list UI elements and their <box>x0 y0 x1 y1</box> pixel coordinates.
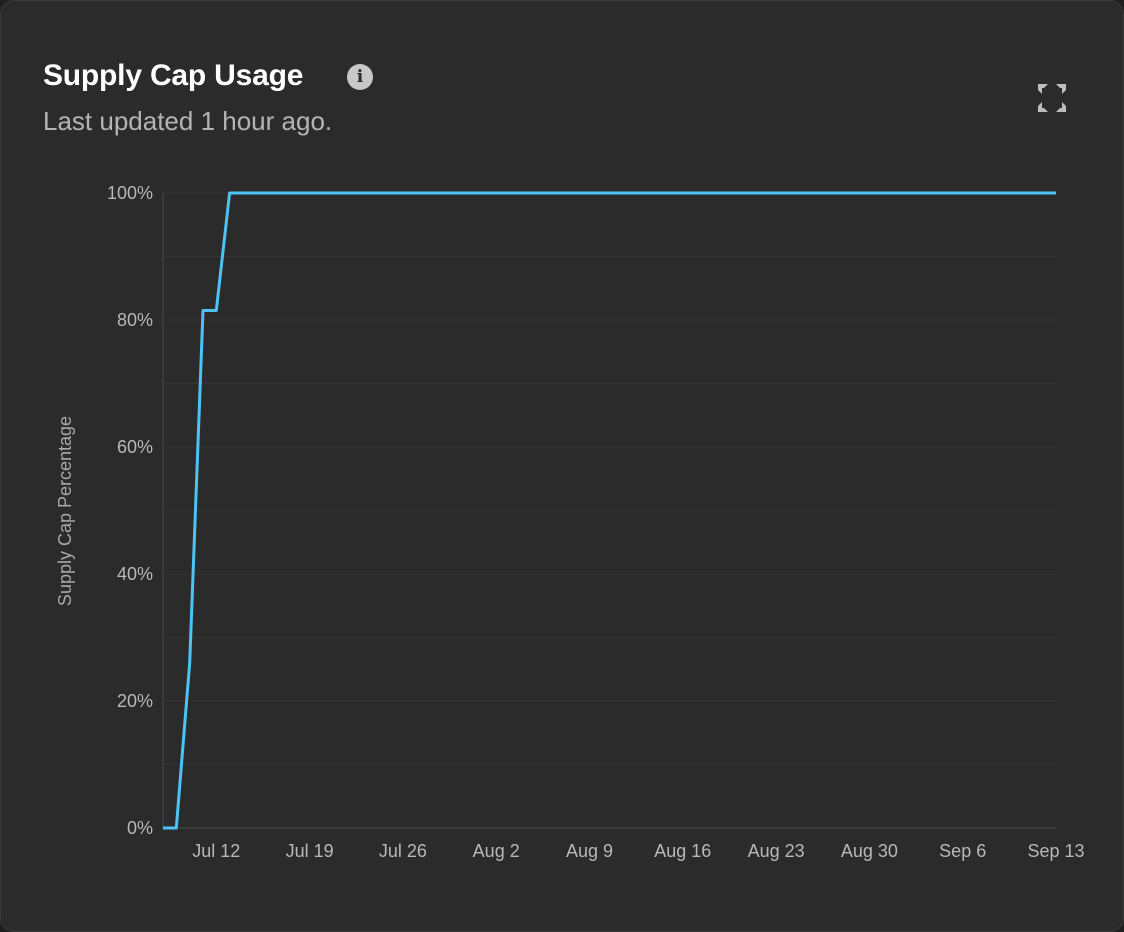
supply-cap-series-line <box>163 191 1056 830</box>
x-tick-label: Aug 23 <box>748 841 805 861</box>
x-tick-label: Aug 9 <box>566 841 613 861</box>
x-tick-label: Sep 6 <box>939 841 986 861</box>
y-tick-label: 0% <box>127 818 153 838</box>
x-tick-label: Jul 12 <box>192 841 240 861</box>
y-tick-label: 20% <box>117 691 153 711</box>
x-tick-label: Jul 26 <box>379 841 427 861</box>
y-axis-title: Supply Cap Percentage <box>55 416 75 606</box>
series-layer <box>163 191 1056 830</box>
last-updated-text: Last updated 1 hour ago. <box>43 106 333 136</box>
x-tick-label: Sep 13 <box>1027 841 1084 861</box>
x-tick-label: Aug 2 <box>473 841 520 861</box>
x-tick-label: Aug 30 <box>841 841 898 861</box>
x-axis-ticks: Jul 12 Jul 19 Jul 26 Aug 2 Aug 9 Aug 16 Aug 23… <box>192 841 1084 861</box>
y-axis-ticks: 0% 20% 40% 60% 80% 100% <box>107 183 153 838</box>
expand-icon[interactable] <box>1035 81 1069 115</box>
x-tick-label: Jul 19 <box>286 841 334 861</box>
y-tick-label: 100% <box>107 183 153 203</box>
grid-lines <box>163 192 1056 829</box>
info-icon[interactable]: i <box>347 64 373 90</box>
y-tick-label: 80% <box>117 310 153 330</box>
y-tick-label: 40% <box>117 564 153 584</box>
chart-title: Supply Cap Usage <box>43 59 304 92</box>
y-tick-label: 60% <box>117 437 153 457</box>
x-tick-label: Aug 16 <box>654 841 711 861</box>
